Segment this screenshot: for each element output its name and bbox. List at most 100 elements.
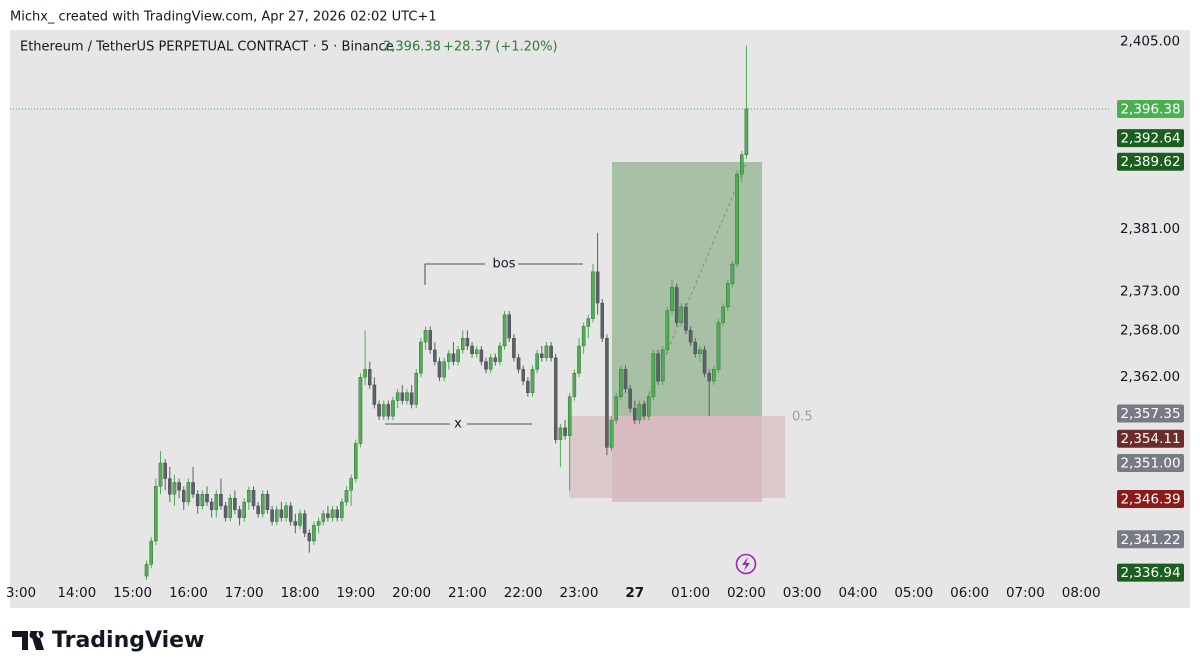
candle-body [595,271,600,304]
candle-body [572,373,577,397]
candle-body [535,353,539,370]
candle-body [577,345,581,374]
x-tick-label: 23:00 [560,585,599,601]
candle-body [423,330,428,343]
candle-body [530,369,535,393]
candle-body [526,380,530,393]
price-tag [1117,489,1184,508]
candle-body [261,494,265,514]
trade-path [639,161,748,417]
bos-line [424,263,485,285]
price-tag [1117,453,1184,472]
candle-body [721,306,725,323]
candle-body [679,306,684,323]
candle-body [247,490,251,503]
candle-body [493,357,498,362]
candle-body [298,513,302,526]
candle-body [144,564,149,577]
candle-body [205,494,209,503]
candle-body [730,263,735,284]
candle-body [279,509,284,518]
candle-body [391,400,395,417]
price-tag [1117,404,1184,423]
candle-body [214,494,219,510]
candle-body [228,497,232,518]
candle-body [698,349,702,354]
candle-body [744,108,749,155]
stop-zone [612,416,762,502]
price-tag-label: 2,346.39 [1120,491,1180,507]
candle-body [200,494,205,507]
candle-body [335,509,339,518]
y-tick-label: 2,381.00 [1120,221,1180,237]
candle-body [158,462,163,487]
candle-body [186,482,191,503]
x-tick-label: 06:00 [950,585,989,601]
candle-body [600,302,605,339]
candle-body [419,341,423,374]
price-tag [1117,530,1184,549]
candle-body [479,349,484,362]
candle-body [567,396,572,436]
candle-body [465,338,470,347]
price-tag-label: 2,392.64 [1120,131,1180,147]
price-tag [1117,429,1184,448]
candle-body [688,330,693,343]
candle-body [223,505,228,518]
candle-body [242,501,246,518]
candle-body [251,490,256,507]
candle-body [381,404,386,417]
candle-body [367,369,372,386]
candle-body [163,462,167,479]
candle-body [349,478,353,491]
candle-body [735,174,739,265]
price-tag-label: 2,336.94 [1120,565,1180,581]
target-zone [612,162,762,416]
bos-label: bos [493,257,516,272]
candle-body [563,427,567,436]
candle-body [154,486,158,542]
candle-body [270,509,274,522]
candle-body [460,338,465,351]
price-tag-label: 2,354.11 [1120,431,1180,447]
candle-body [684,306,688,331]
candle-body [521,369,525,382]
candle-body [558,427,563,440]
x-tick-label: 22:00 [504,585,543,601]
candle-body [307,533,312,542]
candle-body [470,345,474,354]
candle-body [149,540,153,565]
candle-body [623,369,628,390]
alert-icon[interactable] [735,553,757,575]
candle-body [619,369,623,397]
x-label: x [454,417,462,432]
y-tick-label: 2,368.00 [1120,322,1180,338]
candle-body [502,314,507,347]
candle-body [665,310,670,351]
x-tick-label: 15:00 [113,585,152,601]
brand-logo-dot [29,631,37,639]
x-tick-label: 04:00 [839,585,878,601]
candle-body [712,369,716,382]
candle-body [265,494,270,510]
candle-body [651,353,656,397]
x-tick-label: 14:00 [57,585,96,601]
candle-body [377,404,381,417]
candle-body [433,349,437,362]
candle-body [451,353,456,362]
candle-body [312,525,316,542]
x-tick-label: 17:00 [225,585,264,601]
candle-body [656,353,660,382]
candle-body [168,478,172,495]
candle-body [605,338,609,448]
x-tick-label: 18:00 [281,585,320,601]
y-tick-label: 2,373.00 [1120,283,1180,299]
candle-body [400,392,405,401]
x-tick-label: 21:00 [448,585,487,601]
candle-body [363,369,367,378]
candle-body [437,361,442,378]
price-tag-label: 2,389.62 [1120,154,1180,170]
y-tick-label: 2,362.00 [1120,369,1180,385]
candle-body [591,271,595,319]
candle-body [660,349,665,382]
